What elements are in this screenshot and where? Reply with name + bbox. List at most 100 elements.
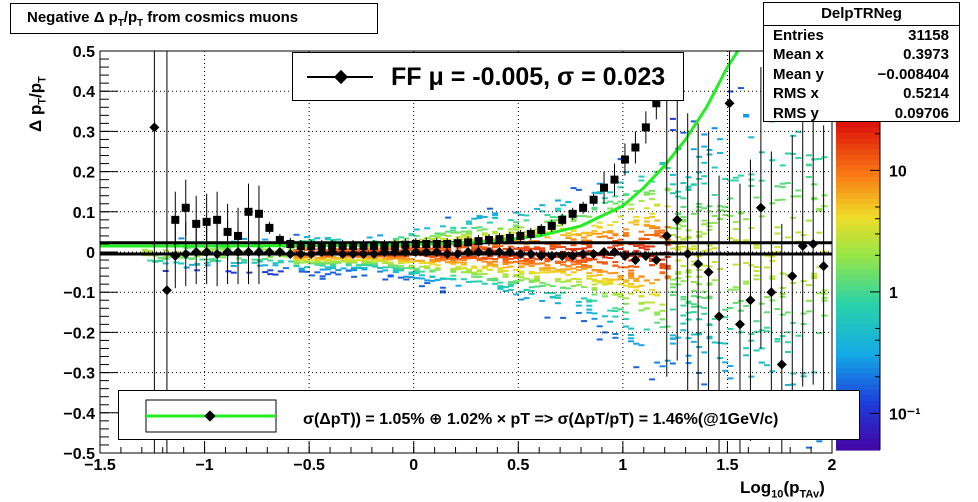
histogram-cell	[481, 232, 488, 235]
histogram-cell	[607, 257, 614, 259]
histogram-cell	[314, 256, 321, 259]
stats-name: DelpTRNeg	[764, 3, 959, 26]
histogram-cell	[628, 292, 635, 295]
histogram-cell	[696, 234, 703, 237]
histogram-cell	[518, 290, 525, 293]
histogram-cell	[481, 282, 488, 285]
mean-point	[201, 247, 212, 257]
histogram-cell	[188, 257, 195, 260]
histogram-cell	[591, 258, 598, 261]
histogram-cell	[617, 215, 624, 218]
histogram-cell	[565, 232, 572, 235]
histogram-cell	[722, 214, 729, 216]
histogram-cell	[675, 336, 682, 339]
histogram-cell	[764, 311, 770, 314]
histogram-cell	[220, 247, 227, 250]
histogram-cell	[429, 270, 436, 273]
histogram-cell	[628, 269, 635, 272]
histogram-cell	[377, 267, 384, 269]
histogram-cell	[717, 205, 723, 208]
sigma-point	[589, 195, 598, 204]
histogram-cell	[455, 268, 462, 270]
histogram-cell	[727, 327, 734, 330]
histogram-cell	[262, 258, 269, 260]
title-suffix: from cosmics muons	[143, 9, 299, 26]
histogram-cell	[466, 268, 472, 271]
color-scale-band	[836, 176, 880, 183]
histogram-cell	[492, 214, 499, 217]
histogram-cell	[314, 237, 321, 240]
histogram-cell	[659, 263, 666, 266]
histogram-cell	[549, 229, 556, 232]
histogram-cell	[769, 370, 776, 373]
histogram-cell	[481, 248, 488, 250]
histogram-cell	[387, 245, 394, 248]
histogram-cell	[591, 283, 598, 286]
mean-point	[233, 247, 244, 257]
histogram-cell	[758, 302, 765, 305]
histogram-cell	[518, 266, 525, 269]
histogram-cell	[675, 236, 682, 239]
histogram-cell	[377, 270, 384, 273]
histogram-cell	[534, 233, 540, 235]
z-tick-label: 1	[889, 285, 898, 302]
histogram-cell	[664, 359, 671, 362]
histogram-cell	[476, 275, 483, 278]
title-slash: /p	[123, 9, 138, 26]
histogram-cell	[481, 257, 488, 260]
mean-point	[191, 247, 202, 257]
histogram-cell	[669, 227, 676, 230]
histogram-cell	[581, 215, 587, 218]
histogram-cell	[450, 274, 457, 277]
histogram-cell	[314, 248, 321, 251]
histogram-cell	[675, 277, 682, 280]
histogram-cell	[696, 205, 703, 208]
histogram-cell	[554, 219, 561, 222]
histogram-cell	[737, 174, 744, 177]
color-scale-band	[836, 122, 880, 129]
histogram-cell	[628, 283, 635, 286]
histogram-cell	[596, 191, 603, 194]
stats-row: Entries 31158	[764, 26, 959, 45]
histogram-cell	[795, 231, 802, 234]
histogram-cell	[429, 279, 436, 282]
histogram-cell	[408, 264, 415, 267]
histogram-cell	[805, 299, 812, 302]
histogram-cell	[162, 270, 169, 272]
histogram-cell	[303, 261, 310, 264]
histogram-cell	[565, 237, 572, 239]
histogram-cell	[528, 247, 535, 250]
histogram-cell	[722, 361, 729, 364]
histogram-cell	[696, 155, 703, 158]
histogram-cell	[680, 225, 687, 228]
histogram-cell	[194, 269, 201, 272]
histogram-cell	[251, 261, 258, 264]
histogram-cell	[769, 277, 776, 280]
histogram-cell	[706, 323, 713, 326]
histogram-cell	[633, 289, 640, 292]
histogram-cell	[528, 279, 535, 282]
histogram-cell	[345, 269, 352, 272]
histogram-cell	[513, 282, 520, 284]
histogram-cell	[601, 295, 608, 298]
histogram-cell	[523, 258, 530, 261]
histogram-cell	[591, 230, 598, 233]
histogram-cell	[816, 209, 823, 212]
histogram-cell	[727, 90, 734, 93]
histogram-cell	[795, 334, 802, 337]
histogram-cell	[795, 195, 802, 198]
histogram-cell	[628, 221, 635, 224]
histogram-cell	[575, 283, 582, 286]
histogram-cell	[434, 264, 441, 267]
histogram-cell	[502, 286, 509, 289]
histogram-cell	[649, 245, 655, 248]
histogram-cell	[680, 280, 687, 283]
histogram-cell	[194, 262, 201, 265]
histogram-cell	[622, 297, 629, 300]
histogram-cell	[277, 259, 284, 262]
color-scale-band	[836, 296, 880, 303]
histogram-cell	[507, 219, 514, 222]
sigma-point	[411, 239, 420, 248]
histogram-cell	[387, 266, 394, 269]
histogram-cell	[466, 220, 472, 223]
